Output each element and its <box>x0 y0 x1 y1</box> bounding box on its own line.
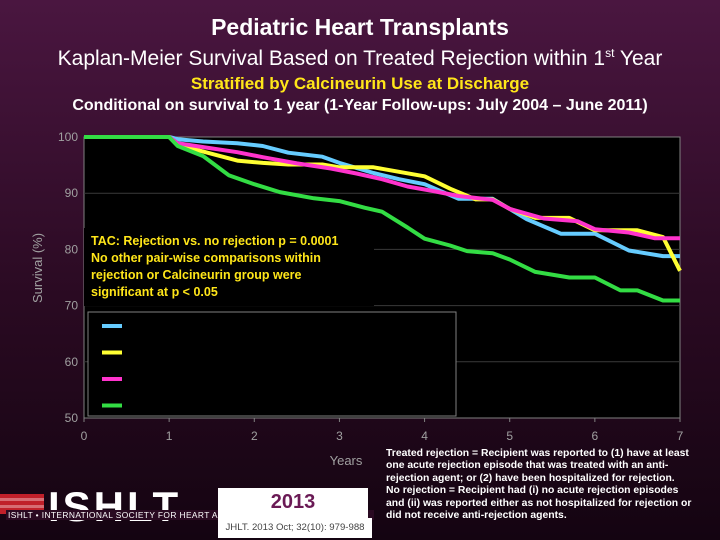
annotation-line: rejection or Calcineurin group were <box>91 268 302 282</box>
annotation-line: TAC: Rejection vs. no rejection p = 0.00… <box>91 234 338 248</box>
y-tick-label: 80 <box>65 242 79 256</box>
definitions-footnote: Treated rejection = Recipient was report… <box>386 448 716 522</box>
footnote-line: and (ii) was reported either as not hosp… <box>386 497 692 509</box>
slide-subtitle: Kaplan-Meier Survival Based on Treated R… <box>0 46 720 71</box>
y-axis-ticks: 50 60 70 80 90 100 <box>58 130 78 425</box>
x-tick-label: 2 <box>251 429 258 443</box>
x-tick-label: 1 <box>166 429 173 443</box>
stratification-line: Stratified by Calcineurin Use at Dischar… <box>190 74 530 93</box>
conditional-line: Conditional on survival to 1 year (1-Yea… <box>72 97 648 114</box>
survival-line-1 <box>84 135 680 259</box>
annotation-box <box>84 228 374 306</box>
y-tick-label: 50 <box>65 411 79 425</box>
legend-box <box>87 311 457 417</box>
y-tick-label: 60 <box>65 355 79 369</box>
y-tick-label: 70 <box>65 299 79 313</box>
year-box <box>218 488 368 518</box>
y-tick-label: 90 <box>65 186 79 200</box>
society-tagline: ISHLT • INTERNATIONAL SOCIETY FOR HEART … <box>6 510 374 520</box>
x-tick-label: 4 <box>421 429 428 443</box>
slide-title: Pediatric Heart Transplants <box>211 14 509 40</box>
p-value-annotation: TAC: Rejection vs. no rejection p = 0.00… <box>91 234 338 299</box>
footnote-line: rejection agent; or (2) have been hospit… <box>386 472 675 484</box>
subtitle-superscript: st <box>605 46 615 60</box>
x-tick-label: 6 <box>592 429 599 443</box>
annotation-line: significant at p < 0.05 <box>91 285 218 299</box>
footnote-line: did not receive anti-rejection agents. <box>386 510 567 522</box>
survival-series <box>84 135 682 303</box>
x-axis-label: Years <box>330 453 363 468</box>
x-tick-label: 0 <box>81 429 88 443</box>
footnote-line: one acute rejection episode that was tre… <box>386 460 669 472</box>
x-tick-label: 3 <box>336 429 343 443</box>
y-tick-label: 100 <box>58 130 78 144</box>
x-tick-label: 7 <box>677 429 684 443</box>
annotation-line: No other pair-wise comparisons within <box>91 251 321 265</box>
ishlt-logo-text: ISHLT <box>48 483 182 530</box>
footnote-line: Treated rejection = Recipient was report… <box>386 448 689 459</box>
subtitle-text: Kaplan-Meier Survival Based on Treated R… <box>57 47 606 70</box>
x-tick-label: 5 <box>506 429 513 443</box>
report-year: 2013 <box>270 491 316 513</box>
survival-line-4 <box>84 135 680 303</box>
footnote-line: No rejection = Recipient had (i) no acut… <box>386 485 679 497</box>
x-axis-ticks: 0 1 2 3 4 5 6 7 <box>81 418 684 443</box>
subtitle-suffix: Year <box>614 47 663 70</box>
legend <box>102 324 122 408</box>
y-axis-label: Survival (%) <box>30 233 45 303</box>
journal-citation: JHLT. 2013 Oct; 32(10): 979-988 <box>218 518 372 538</box>
ishlt-logo-graphic <box>0 494 44 514</box>
survival-line-3 <box>84 135 680 241</box>
